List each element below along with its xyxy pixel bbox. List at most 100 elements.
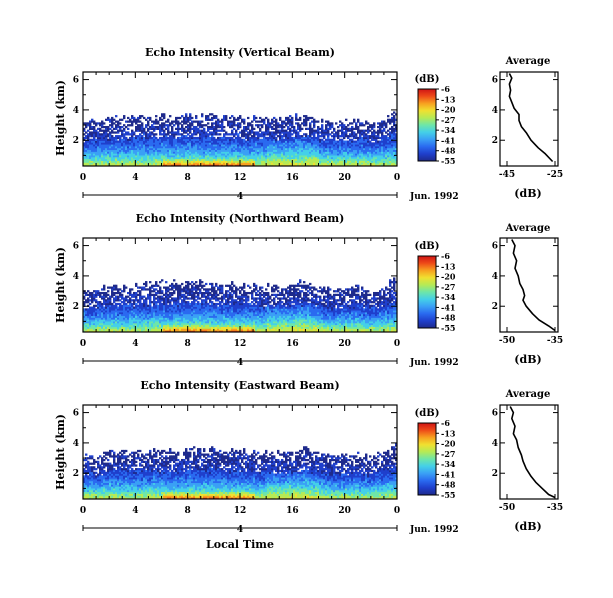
echo-cell bbox=[255, 162, 258, 165]
echo-cell bbox=[255, 155, 258, 158]
echo-cell bbox=[279, 138, 282, 141]
echo-cell bbox=[137, 158, 140, 161]
echo-cell bbox=[107, 155, 110, 158]
echo-cell bbox=[207, 151, 210, 154]
echo-cell bbox=[145, 149, 148, 152]
echo-cell bbox=[319, 144, 322, 147]
echo-cell bbox=[163, 135, 166, 138]
echo-cell bbox=[293, 162, 296, 165]
echo-cell bbox=[161, 279, 164, 282]
echo-cell bbox=[97, 156, 100, 160]
echo-cell bbox=[107, 140, 110, 143]
echo-cell bbox=[145, 162, 148, 165]
echo-cell bbox=[127, 133, 130, 136]
echo-cell bbox=[127, 158, 130, 161]
echo-cell bbox=[243, 145, 246, 149]
echo-cell bbox=[335, 135, 338, 138]
echo-cell bbox=[295, 142, 298, 145]
echo-cell bbox=[271, 153, 274, 156]
echo-cell bbox=[327, 127, 330, 131]
echo-cell bbox=[229, 116, 232, 120]
echo-cell bbox=[263, 145, 266, 149]
echo-cell bbox=[313, 133, 316, 136]
echo-cell bbox=[265, 136, 268, 140]
echo-cell bbox=[225, 151, 228, 154]
echo-cell bbox=[279, 125, 282, 129]
echo-cell bbox=[229, 156, 232, 160]
echo-cell bbox=[133, 144, 136, 147]
echo-cell bbox=[85, 122, 88, 125]
echo-cell bbox=[137, 138, 140, 141]
echo-cell bbox=[227, 138, 230, 141]
echo-cell bbox=[115, 124, 118, 127]
echo-cell bbox=[171, 149, 174, 152]
echo-cell bbox=[163, 116, 166, 120]
echo-cell bbox=[335, 153, 338, 156]
echo-cell bbox=[281, 158, 284, 161]
echo-cell bbox=[337, 144, 340, 147]
echo-cell bbox=[211, 144, 214, 147]
echo-cell bbox=[169, 149, 172, 152]
echo-cell bbox=[311, 144, 314, 147]
echo-cell bbox=[203, 140, 206, 143]
echo-cell bbox=[163, 131, 166, 134]
echo-cell bbox=[285, 156, 288, 160]
echo-cell bbox=[231, 164, 234, 167]
echo-cell bbox=[267, 153, 270, 156]
echo-cell bbox=[281, 140, 284, 143]
echo-cell bbox=[323, 149, 326, 152]
echo-cell bbox=[171, 144, 174, 147]
echo-cell bbox=[213, 142, 216, 145]
echo-cell bbox=[251, 156, 254, 160]
echo-cell bbox=[227, 164, 230, 167]
echo-cell bbox=[331, 142, 334, 145]
echo-cell bbox=[315, 162, 318, 165]
echo-cell bbox=[295, 116, 298, 120]
echo-cell bbox=[243, 162, 246, 165]
echo-cell bbox=[251, 149, 254, 152]
echo-cell bbox=[183, 129, 186, 132]
echo-cell bbox=[305, 142, 308, 145]
echo-cell bbox=[293, 158, 296, 161]
echo-cell bbox=[191, 116, 194, 120]
echo-cell bbox=[195, 131, 198, 134]
echo-cell bbox=[183, 160, 186, 163]
echo-cell bbox=[217, 158, 220, 161]
echo-cell bbox=[123, 147, 126, 151]
echo-cell bbox=[159, 149, 162, 152]
echo-cell bbox=[279, 153, 282, 156]
echo-cell bbox=[211, 140, 214, 143]
echo-cell bbox=[87, 164, 90, 167]
echo-cell bbox=[219, 142, 222, 145]
echo-cell bbox=[299, 124, 302, 127]
echo-cell bbox=[217, 118, 220, 121]
echo-cell bbox=[237, 155, 240, 158]
echo-cell bbox=[113, 131, 116, 134]
echo-cell bbox=[277, 122, 280, 125]
echo-cell bbox=[329, 153, 332, 156]
echo-cell bbox=[167, 145, 170, 149]
echo-cell bbox=[159, 158, 162, 161]
echo-cell bbox=[157, 153, 160, 156]
echo-cell bbox=[137, 145, 140, 149]
echo-cell bbox=[195, 155, 198, 158]
echo-cell bbox=[103, 144, 106, 147]
echo-cell bbox=[201, 129, 204, 132]
echo-cell bbox=[301, 153, 304, 156]
echo-cell bbox=[159, 153, 162, 156]
echo-cell bbox=[285, 124, 288, 127]
echo-cell bbox=[299, 147, 302, 151]
echo-cell bbox=[145, 145, 148, 149]
echo-cell bbox=[135, 144, 138, 147]
echo-cell bbox=[157, 145, 160, 149]
echo-cell bbox=[159, 155, 162, 158]
echo-cell bbox=[247, 133, 250, 136]
echo-cell bbox=[261, 133, 264, 136]
echo-cell bbox=[83, 164, 86, 167]
echo-cell bbox=[199, 129, 202, 132]
echo-cell bbox=[317, 142, 320, 145]
echo-cell bbox=[101, 147, 104, 151]
echo-cell bbox=[119, 118, 122, 121]
echo-cell bbox=[147, 127, 150, 131]
echo-cell bbox=[321, 153, 324, 156]
